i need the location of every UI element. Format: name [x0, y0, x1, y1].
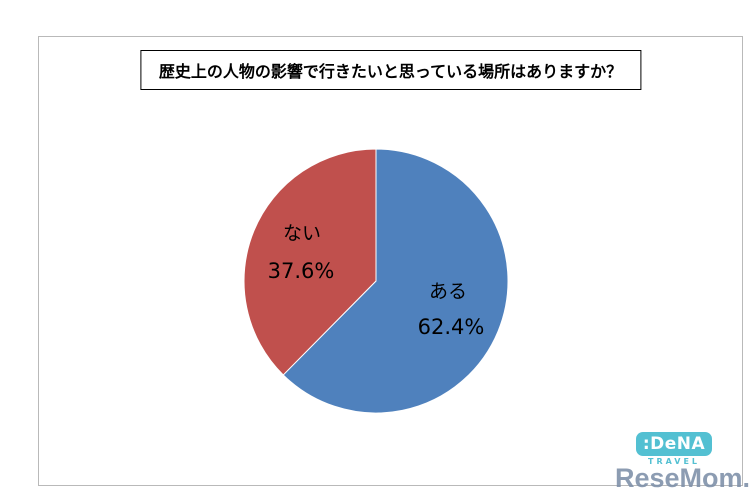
pie-value-nai: 37.6%: [267, 259, 335, 283]
pie-slice-ない: [243, 148, 377, 376]
pie-chart: [243, 148, 509, 414]
pie-slice-ある: [282, 148, 509, 414]
pie-label-aru: ある: [428, 280, 468, 303]
chart-panel: 歴史上の人物の影響で行きたいと思っている場所はありますか？ ない 37.6% あ…: [38, 36, 743, 486]
pie-chart-area: ない 37.6% ある 62.4%: [242, 147, 510, 415]
resemom-watermark: ReseMom.: [614, 463, 750, 493]
chart-title: 歴史上の人物の影響で行きたいと思っている場所はありますか？: [139, 50, 642, 90]
dena-logo-text: :DeNA: [636, 432, 712, 456]
dena-travel-text: TRAVEL: [647, 457, 701, 466]
pie-value-aru: 62.4%: [417, 315, 485, 339]
pie-label-nai: ない: [282, 222, 322, 245]
dena-travel-logo: :DeNA TRAVEL: [636, 432, 712, 466]
